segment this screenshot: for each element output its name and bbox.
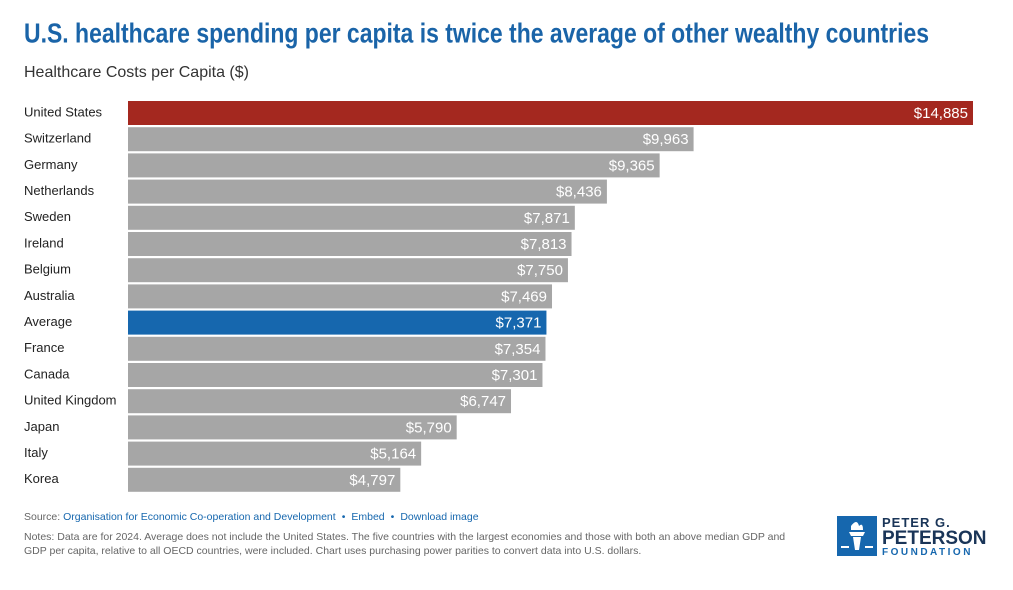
value-label: $7,354 [495, 341, 541, 358]
bar [128, 179, 607, 204]
bar [128, 284, 553, 309]
value-label: $7,469 [501, 288, 547, 305]
category-label: Australia [24, 288, 75, 303]
category-label: Korea [24, 471, 59, 486]
chart-title: U.S. healthcare spending per capita is t… [24, 17, 929, 48]
chart: U.S. healthcare spending per capita is t… [24, 17, 973, 492]
bar [128, 441, 422, 466]
bar [128, 258, 568, 283]
value-label: $7,301 [492, 367, 538, 384]
category-label: Canada [24, 366, 70, 381]
embed-link[interactable]: Embed [351, 511, 385, 523]
bar [128, 127, 694, 152]
category-label: Switzerland [24, 131, 91, 146]
bar [128, 389, 512, 414]
value-label: $14,885 [914, 105, 968, 122]
bar [128, 363, 543, 387]
logo-graphic [841, 522, 873, 550]
value-label: $9,963 [643, 131, 689, 148]
category-label: Belgium [24, 262, 71, 277]
category-label: Sweden [24, 209, 71, 224]
source: Source: Organisation for Economic Co-ope… [24, 511, 479, 523]
bar [128, 336, 546, 361]
bar [128, 101, 973, 125]
bar [128, 232, 572, 256]
value-label: $5,164 [370, 446, 416, 463]
value-label: $5,790 [406, 419, 452, 436]
source-link[interactable]: Organisation for Economic Co-operation a… [63, 511, 336, 523]
value-label: $7,813 [521, 236, 567, 253]
category-label: United States [24, 104, 103, 119]
logo-text: PETER G. [882, 515, 951, 530]
value-label: $6,747 [460, 393, 506, 410]
category-label: France [24, 340, 64, 355]
bar [128, 310, 547, 335]
value-label: $8,436 [556, 184, 602, 201]
category-label: Netherlands [24, 183, 95, 198]
category-label: Italy [24, 445, 48, 460]
download-link[interactable]: Download image [400, 511, 479, 523]
category-label: Ireland [24, 235, 64, 250]
category-label: United Kingdom [24, 393, 117, 408]
notes: Notes: Data are for 2024. Average does n… [24, 531, 786, 557]
category-label: Germany [24, 157, 78, 172]
value-label: $7,871 [524, 210, 570, 227]
logo-text: PETERSON [882, 528, 987, 549]
logo-text: FOUNDATION [882, 547, 973, 558]
value-label: $7,750 [517, 262, 563, 279]
bar [128, 205, 575, 230]
value-label: $4,797 [349, 472, 395, 489]
bar [128, 467, 401, 492]
value-label: $9,365 [609, 157, 655, 174]
category-label: Average [24, 314, 72, 329]
bar [128, 153, 660, 178]
logo-icon [837, 516, 877, 556]
bar [128, 415, 457, 440]
value-label: $7,371 [496, 315, 542, 332]
chart-subtitle: Healthcare Costs per Capita ($) [24, 64, 249, 81]
category-label: Japan [24, 419, 59, 434]
source-label: Source: [24, 511, 61, 523]
